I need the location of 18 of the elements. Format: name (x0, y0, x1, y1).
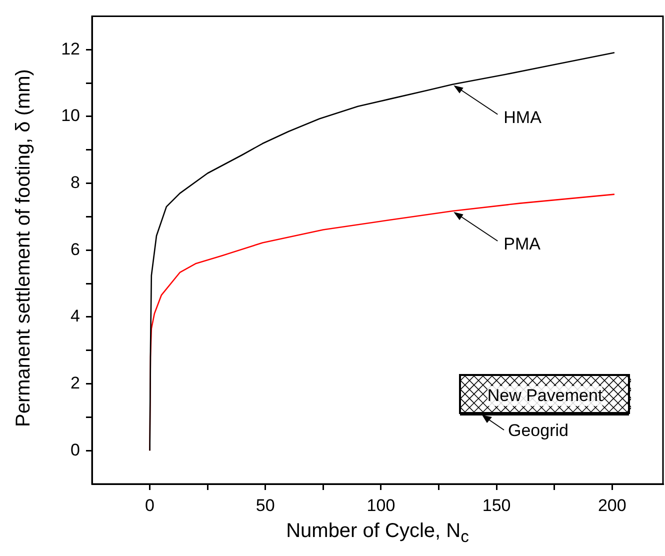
x-axis-title: Number of Cycle, N$_{c}$ (286, 520, 469, 547)
annotation: Geogrid (508, 421, 568, 441)
x-tick-label: 200 (598, 496, 626, 515)
x-tick-label: 100 (366, 496, 396, 515)
annotation: New Pavement (487, 386, 603, 406)
y-tick-label: 4 (70, 306, 80, 326)
y-axis-title: Permanent settlement of footing, δ (mm) (12, 69, 36, 427)
x-tick-label: 150 (482, 496, 511, 515)
x-tick-label: 50 (256, 496, 275, 515)
y-tick-label: 6 (70, 240, 80, 259)
x-tick-label: 0 (145, 496, 155, 515)
y-tick-label: 10 (61, 106, 80, 126)
y-tick-label: 0 (70, 440, 80, 460)
y-tick-label: 8 (70, 172, 80, 192)
y-tick-label: 12 (61, 39, 80, 58)
y-tick-label: 2 (70, 373, 80, 392)
annotation: HMA (504, 108, 542, 128)
annotation: PMA (504, 234, 542, 254)
